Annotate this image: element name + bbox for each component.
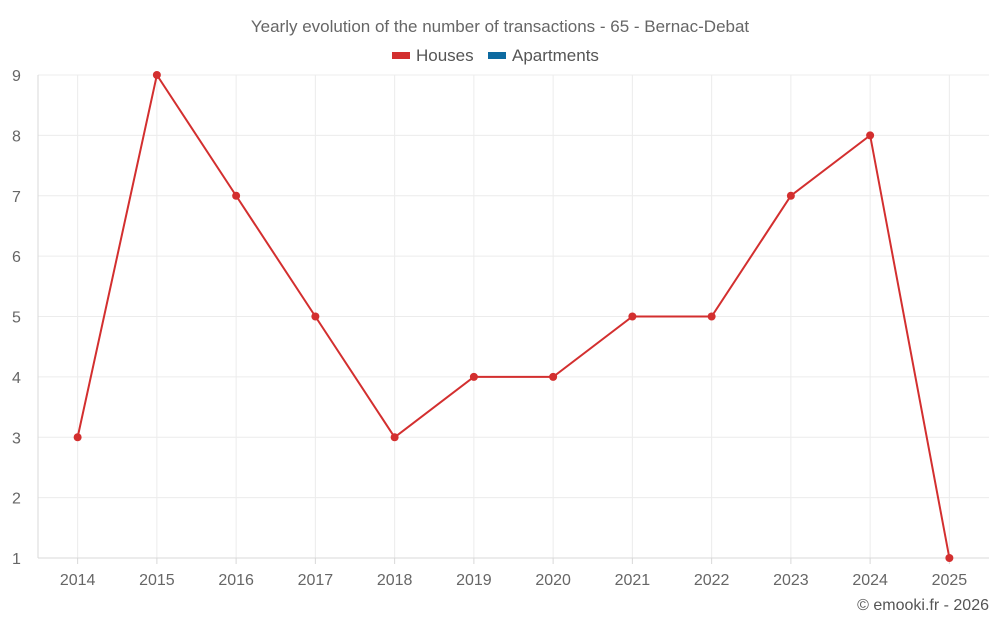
x-tick-label: 2014 (60, 572, 96, 589)
y-tick-label: 1 (12, 551, 21, 568)
y-tick-label: 7 (12, 189, 21, 206)
y-tick-label: 9 (12, 68, 21, 85)
legend-label-apartments[interactable]: Apartments (512, 46, 599, 65)
legend-swatch-houses[interactable] (392, 52, 410, 59)
data-point-houses-2024[interactable] (866, 131, 875, 140)
x-tick-label: 2019 (456, 572, 492, 589)
series-group (73, 71, 954, 562)
data-point-houses-2021[interactable] (628, 312, 637, 321)
legend: Houses Apartments (392, 46, 599, 65)
y-tick-label: 4 (12, 370, 21, 387)
data-point-houses-2023[interactable] (786, 191, 795, 200)
data-point-houses-2025[interactable] (945, 554, 954, 562)
x-tick-label: 2024 (852, 572, 888, 589)
y-tick-label: 6 (12, 249, 21, 266)
data-point-houses-2019[interactable] (469, 372, 478, 381)
x-tick-label: 2023 (773, 572, 809, 589)
y-tick-label: 2 (12, 491, 21, 508)
data-point-houses-2018[interactable] (390, 433, 399, 442)
series-line-houses (76, 72, 951, 559)
y-tick-label: 5 (12, 310, 21, 327)
axes (37, 75, 989, 559)
x-tick-label: 2020 (535, 572, 571, 589)
data-point-houses-2017[interactable] (311, 312, 320, 321)
data-point-houses-2020[interactable] (549, 372, 558, 381)
legend-label-houses[interactable]: Houses (416, 46, 474, 65)
x-tick-label: 2025 (932, 572, 968, 589)
x-tick-label: 2021 (615, 572, 651, 589)
x-tick-label: 2018 (377, 572, 413, 589)
y-tick-label: 8 (12, 128, 21, 145)
x-tick-label: 2022 (694, 572, 730, 589)
data-point-houses-2022[interactable] (707, 312, 716, 321)
data-point-houses-2016[interactable] (232, 191, 241, 200)
gridlines (38, 74, 989, 559)
x-axis-ticks: 2014 2015 2016 2017 2018 2019 2020 2021 2022 2023… (60, 558, 967, 589)
x-tick-label: 2017 (298, 572, 334, 589)
data-point-houses-2015[interactable] (152, 71, 161, 79)
chart-title: Yearly evolution of the number of transa… (251, 17, 750, 36)
y-tick-label: 3 (12, 430, 21, 447)
data-point-houses-2014[interactable] (73, 433, 82, 442)
credit-text: © emooki.fr - 2026 (857, 597, 989, 614)
x-tick-label: 2016 (218, 572, 254, 589)
y-axis-ticks: 1 2 3 4 5 6 7 8 9 (12, 68, 21, 568)
legend-swatch-apartments[interactable] (488, 52, 506, 59)
x-tick-label: 2015 (139, 572, 175, 589)
